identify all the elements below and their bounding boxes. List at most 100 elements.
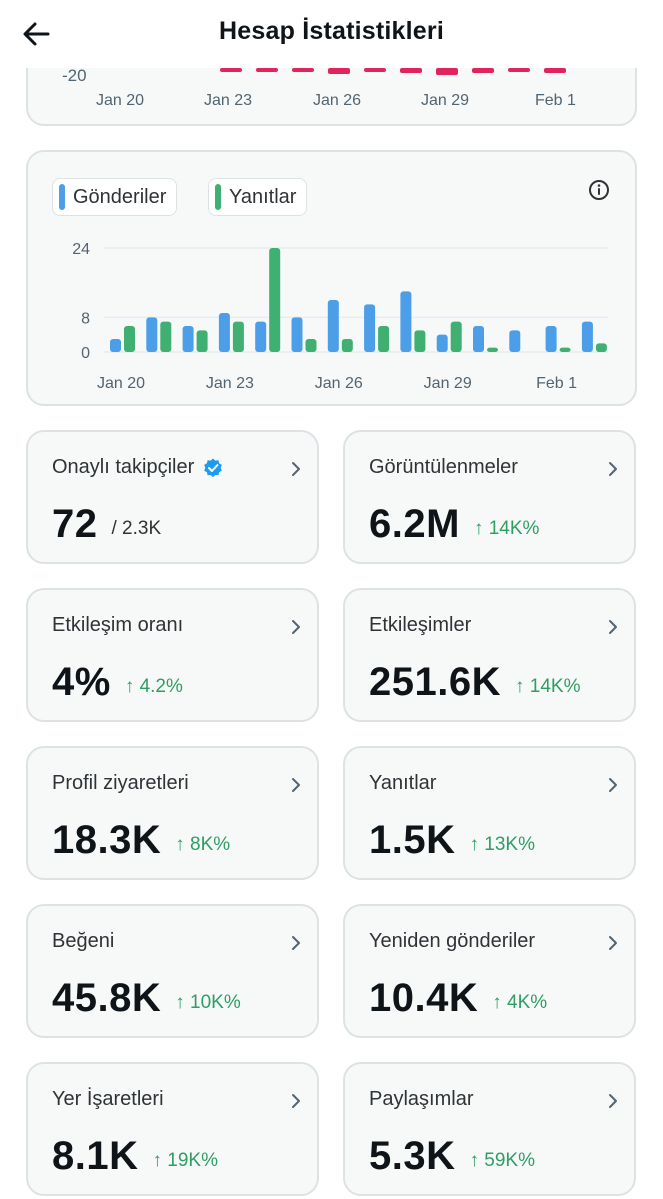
- bar-replies: [232, 321, 244, 352]
- legend-swatch-posts: [59, 184, 65, 210]
- stat-card-shares[interactable]: Paylaşımlar 5.3K ↑ 59K%: [343, 1062, 636, 1196]
- legend-label-posts: Gönderiler: [73, 185, 167, 208]
- bar-posts: [400, 291, 412, 352]
- bar-posts: [255, 321, 267, 352]
- bar-replies: [341, 339, 353, 352]
- x-tick-label: Jan 29: [424, 375, 472, 392]
- stat-label-text: Etkileşim oranı: [52, 614, 184, 636]
- stat-change: ↑ 10K%: [175, 992, 241, 1013]
- bar-posts: [364, 304, 376, 352]
- stat-label: Görüntülenmeler: [369, 456, 518, 479]
- stat-value: 10.4K: [369, 976, 479, 1020]
- stat-value: 6.2M: [369, 502, 460, 546]
- stat-label: Onaylı takipçiler: [52, 456, 224, 479]
- stat-card-profile-visits[interactable]: Profil ziyaretleri 18.3K ↑ 8K%: [26, 746, 319, 880]
- stat-value: 72: [52, 502, 98, 546]
- stat-change: ↑ 8K%: [175, 834, 231, 855]
- page-title: Hesap İstatistikleri: [219, 17, 444, 45]
- stat-label: Paylaşımlar: [369, 1088, 473, 1111]
- bar-replies: [378, 326, 390, 352]
- bar-posts: [509, 330, 521, 352]
- stat-label-text: Onaylı takipçiler: [52, 456, 195, 478]
- y-tick-label: 8: [81, 310, 90, 327]
- x-tick: Jan 23: [204, 92, 253, 109]
- x-tick-label: Jan 26: [315, 375, 363, 392]
- bar-chart: 24 8 0 Jan 20 Jan 23 Jan 26 Jan 29 Feb 1: [72, 241, 608, 392]
- info-icon[interactable]: [587, 178, 611, 202]
- stat-card-engagement-rate[interactable]: Etkileşim oranı 4% ↑ 4.2%: [26, 588, 319, 722]
- stat-change: ↑ 4.2%: [124, 676, 183, 697]
- bar-replies: [559, 347, 571, 352]
- x-tick-label: Jan 20: [97, 375, 145, 392]
- stat-label-text: Yer İşaretleri: [52, 1088, 164, 1110]
- stat-label: Profil ziyaretleri: [52, 772, 189, 795]
- stat-card-impressions[interactable]: Görüntülenmeler 6.2M ↑ 14K%: [343, 430, 636, 564]
- stat-value: 45.8K: [52, 976, 162, 1020]
- stat-total: / 2.3K: [111, 518, 162, 539]
- bar-replies: [196, 330, 208, 352]
- chevron-right-icon: [292, 1094, 300, 1108]
- chevron-right-icon: [609, 936, 617, 950]
- bar-posts: [110, 339, 121, 352]
- chevron-right-icon: [292, 936, 300, 950]
- x-tick: Jan 29: [421, 92, 470, 109]
- stat-label: Yeniden gönderiler: [369, 930, 535, 953]
- stat-change: ↑ 19K%: [152, 1150, 218, 1171]
- bar-posts: [291, 317, 303, 352]
- bar-replies: [269, 248, 281, 352]
- legend-posts[interactable]: Gönderiler: [52, 178, 178, 216]
- top-bar: Hesap İstatistikleri: [0, 0, 663, 68]
- chevron-right-icon: [292, 620, 300, 634]
- chevron-right-icon: [609, 1094, 617, 1108]
- back-arrow-icon[interactable]: [18, 16, 54, 52]
- stat-card-bookmarks[interactable]: Yer İşaretleri 8.1K ↑ 19K%: [26, 1062, 319, 1196]
- stat-value: 8.1K: [52, 1134, 139, 1178]
- x-tick: Feb 1: [535, 92, 576, 109]
- x-tick-label: Feb 1: [536, 375, 577, 392]
- stat-value: 5.3K: [369, 1134, 456, 1178]
- verified-badge-icon: [204, 458, 223, 477]
- stat-card-verified-followers[interactable]: Onaylı takipçiler 72 / 2.3K: [26, 430, 319, 564]
- chevron-right-icon: [292, 778, 300, 792]
- y-axis-label: -20: [62, 66, 87, 85]
- stat-change: ↑ 14K%: [514, 676, 581, 697]
- bar-posts: [327, 300, 339, 352]
- x-tick: Jan 20: [96, 92, 145, 109]
- bar-replies: [450, 321, 462, 352]
- stat-label-text: Görüntülenmeler: [369, 456, 518, 478]
- bar-posts: [182, 326, 194, 352]
- bar-posts: [436, 334, 448, 352]
- stat-label-text: Yanıtlar: [369, 772, 437, 794]
- x-tick: Jan 26: [313, 92, 362, 109]
- stat-card-likes[interactable]: Beğeni 45.8K ↑ 10K%: [26, 904, 319, 1038]
- stat-value: 251.6K: [369, 660, 501, 704]
- bar-replies: [305, 339, 317, 352]
- chevron-right-icon: [609, 778, 617, 792]
- legend-swatch-replies: [215, 184, 221, 210]
- stat-card-engagements[interactable]: Etkileşimler 251.6K ↑ 14K%: [343, 588, 636, 722]
- stat-value: 1.5K: [369, 818, 456, 862]
- stat-change: ↑ 14K%: [473, 518, 540, 539]
- chevron-right-icon: [292, 462, 300, 476]
- stat-label: Beğeni: [52, 930, 114, 953]
- legend-replies[interactable]: Yanıtlar: [208, 178, 308, 216]
- chevron-right-icon: [609, 620, 617, 634]
- y-tick-label: 24: [72, 241, 90, 258]
- bar-posts: [581, 321, 593, 352]
- legend-label-replies: Yanıtlar: [229, 185, 297, 208]
- bar-replies: [414, 330, 426, 352]
- bar-posts: [146, 317, 158, 352]
- stat-label: Etkileşimler: [369, 614, 471, 637]
- stat-label-text: Beğeni: [52, 930, 115, 952]
- stat-card-replies[interactable]: Yanıtlar 1.5K ↑ 13K%: [343, 746, 636, 880]
- stat-card-reposts[interactable]: Yeniden gönderiler 10.4K ↑ 4K%: [343, 904, 636, 1038]
- stat-label: Yer İşaretleri: [52, 1088, 164, 1111]
- bar-posts: [473, 326, 484, 352]
- stat-value: 18.3K: [52, 818, 162, 862]
- stat-label: Yanıtlar: [369, 772, 436, 795]
- stat-label-text: Yeniden gönderiler: [369, 930, 536, 952]
- stat-label-text: Etkileşimler: [369, 614, 472, 636]
- stat-change: ↑ 13K%: [469, 834, 535, 855]
- bar-replies: [487, 347, 498, 352]
- stat-label-text: Profil ziyaretleri: [52, 772, 189, 794]
